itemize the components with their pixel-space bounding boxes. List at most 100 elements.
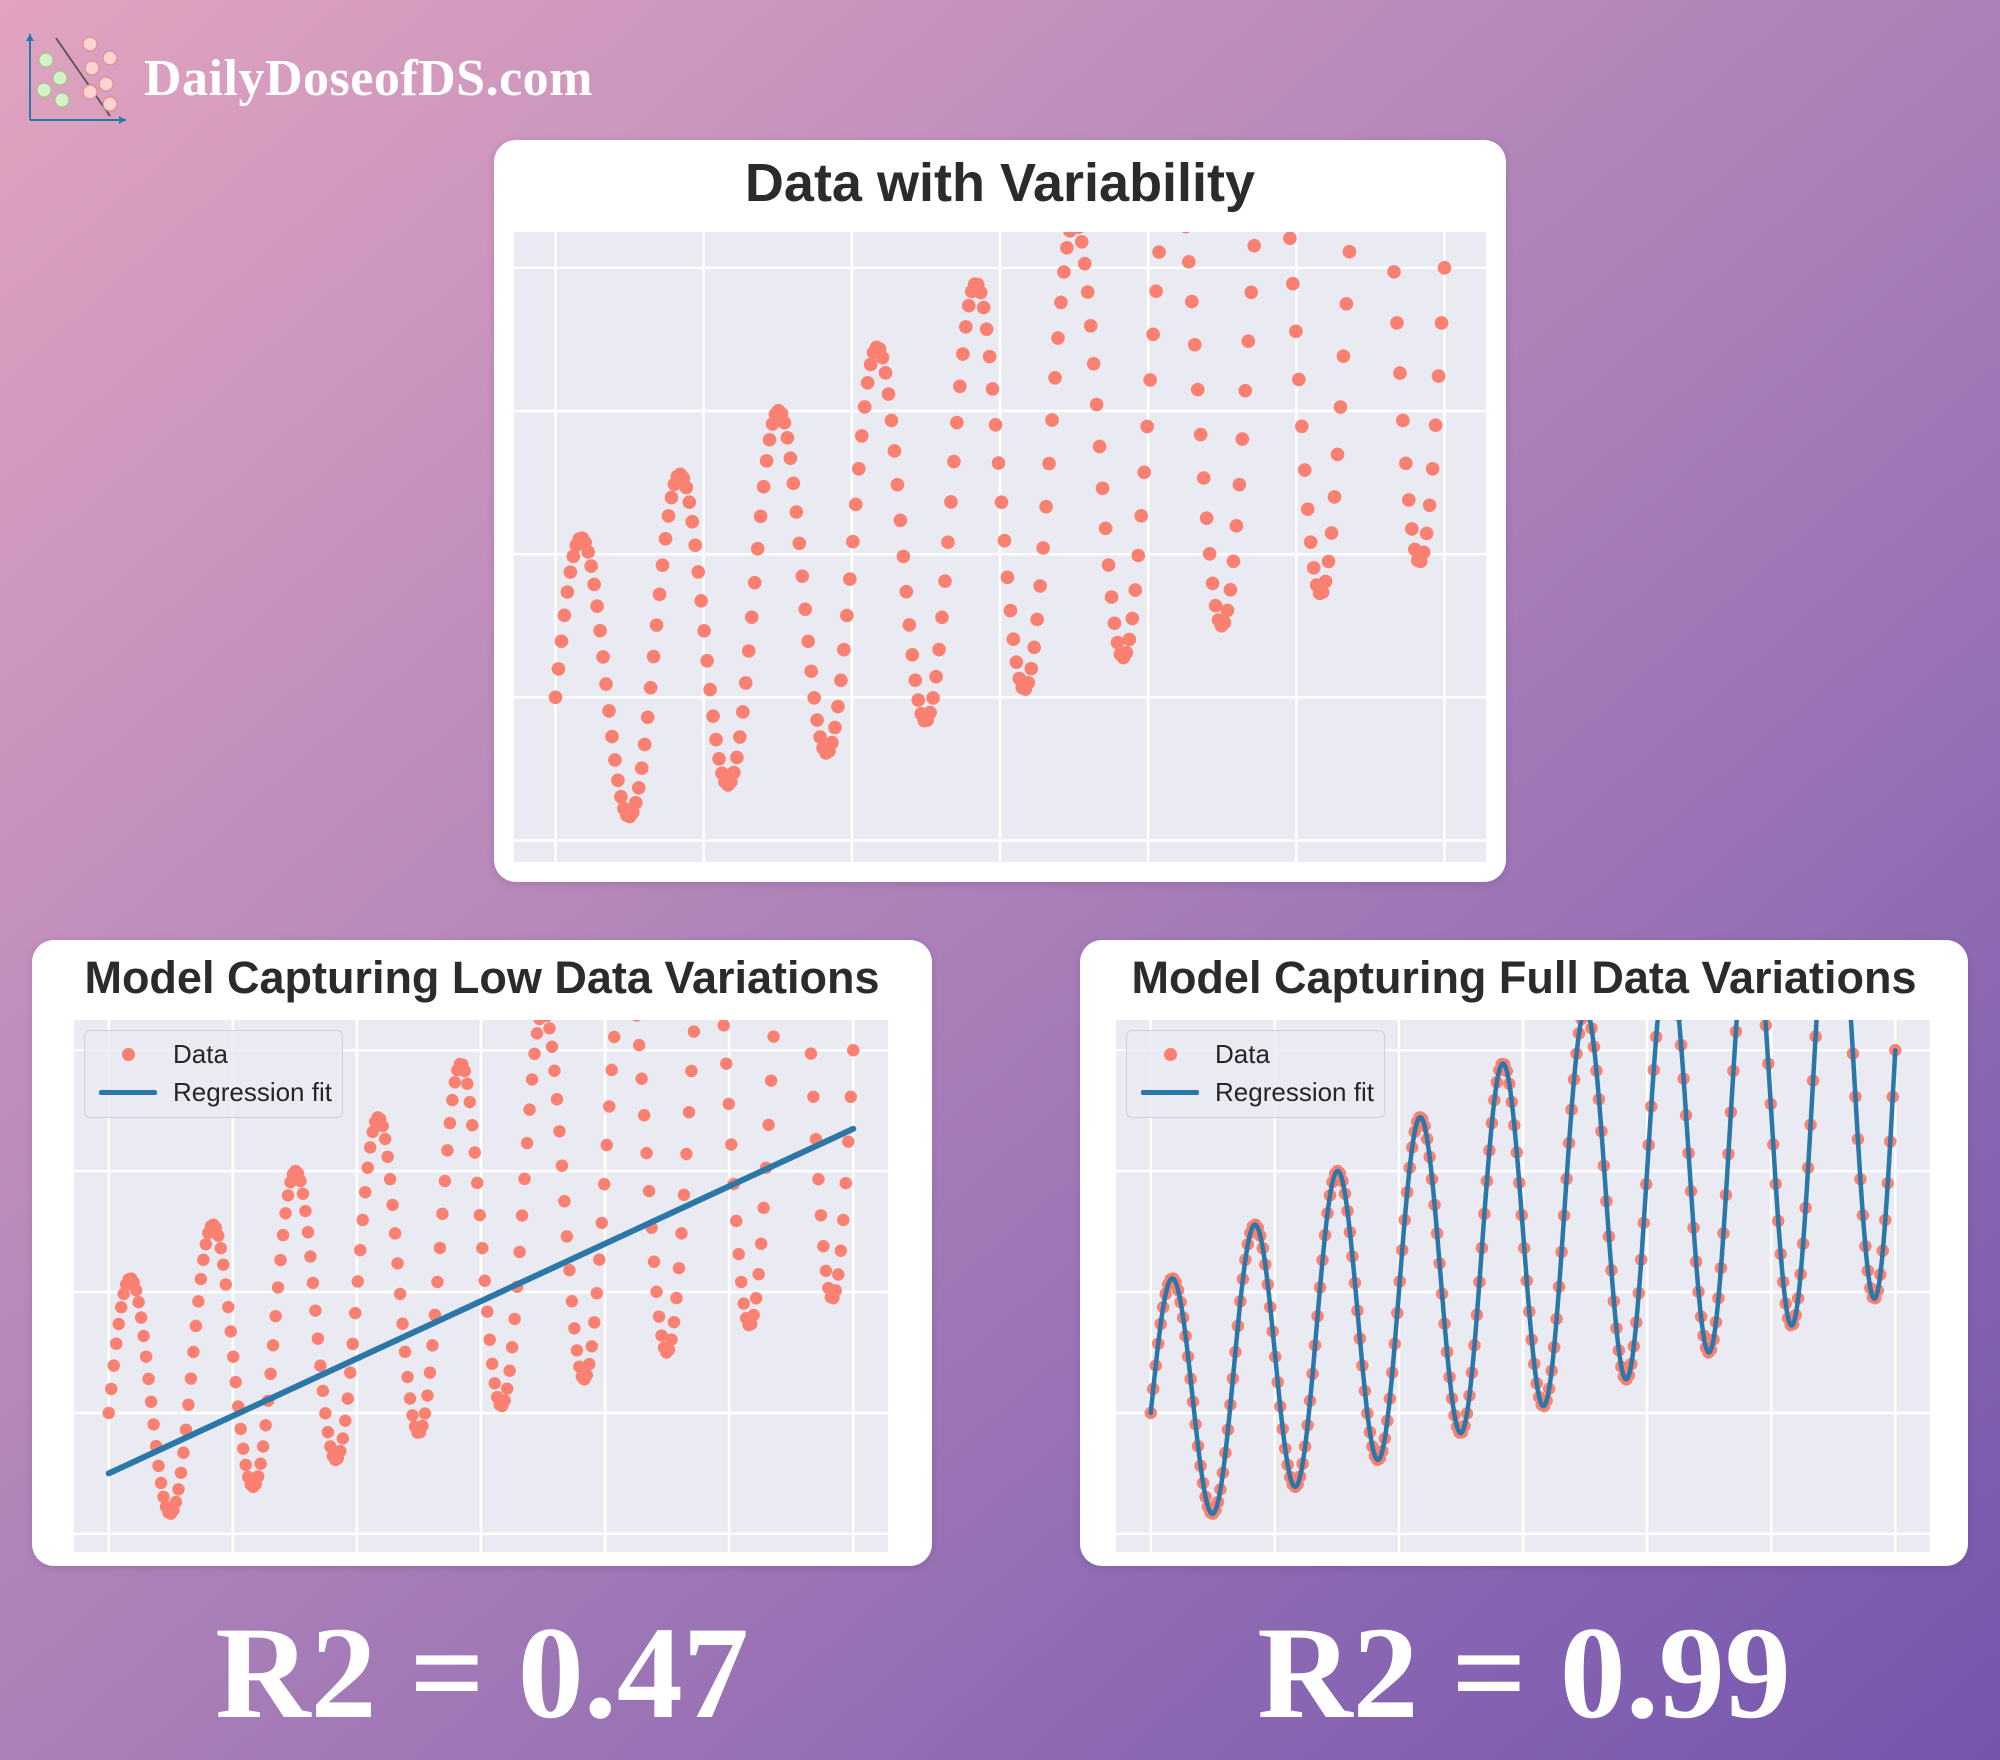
data-point [391, 1257, 404, 1270]
data-point [269, 1309, 282, 1323]
data-point [991, 456, 1006, 470]
data-point [314, 1359, 327, 1372]
data-point [349, 1306, 362, 1320]
data-point [608, 753, 622, 767]
data-point [1238, 383, 1253, 398]
data-point [941, 535, 955, 550]
data-point [896, 549, 911, 564]
data-point [533, 1020, 546, 1026]
data-point [752, 1268, 765, 1281]
data-point [762, 432, 777, 447]
data-point [649, 618, 664, 632]
data-point [431, 1275, 444, 1289]
data-point [834, 1244, 848, 1257]
data-point [222, 1300, 235, 1314]
data-point [700, 653, 714, 668]
data-point [570, 1344, 584, 1357]
data-point [194, 1272, 208, 1286]
data-point [463, 1095, 476, 1109]
data-point [875, 350, 890, 365]
data-point [177, 1446, 190, 1459]
data-point [321, 1425, 335, 1439]
data-point [730, 750, 744, 765]
data-point [640, 1146, 653, 1160]
data-point [1330, 447, 1345, 462]
data-point [1128, 583, 1143, 597]
data-point [908, 673, 923, 687]
full-variation-chart-title: Model Capturing Full Data Variations [1131, 952, 1917, 1003]
data-point [665, 1333, 678, 1346]
regression-fit-line [105, 1125, 857, 1477]
data-point [1286, 276, 1300, 291]
data-point [902, 618, 917, 632]
data-point [172, 1483, 185, 1496]
data-point [911, 693, 926, 707]
data-point [887, 444, 902, 458]
data-point [608, 1030, 621, 1044]
data-point [685, 514, 700, 529]
data-point [144, 1395, 158, 1408]
data-point [1294, 419, 1309, 434]
data-point [1101, 558, 1116, 572]
data-point [551, 662, 566, 676]
data-point [1226, 554, 1241, 569]
data-point [381, 1150, 394, 1164]
data-point [837, 1213, 850, 1227]
data-point [279, 1207, 292, 1220]
data-point [762, 1118, 775, 1132]
data-point [254, 1457, 267, 1470]
data-point [807, 1090, 820, 1103]
data-point [1030, 612, 1044, 627]
data-point [860, 376, 875, 390]
data-point [1095, 481, 1110, 496]
data-point [1137, 465, 1152, 480]
data-point [1045, 413, 1059, 427]
data-point [1217, 615, 1232, 630]
data-point [738, 676, 753, 690]
data-point [1184, 294, 1199, 309]
data-point [798, 602, 813, 617]
data-point [266, 1339, 280, 1352]
data-point [979, 322, 994, 336]
data-point [436, 1207, 449, 1221]
data-point [614, 789, 628, 804]
data-point [1027, 640, 1041, 655]
data-point [478, 1274, 491, 1287]
data-point [585, 1340, 599, 1353]
data-point [398, 1345, 412, 1359]
data-point [1104, 590, 1119, 604]
data-point [142, 1372, 155, 1386]
data-point [134, 1311, 148, 1324]
data-point [443, 1116, 457, 1130]
data-point [234, 1422, 247, 1436]
data-point [884, 413, 899, 428]
data-point [1321, 554, 1336, 569]
data-point [944, 495, 958, 509]
data-point [655, 558, 670, 572]
data-point [1190, 382, 1205, 397]
data-point [573, 1360, 586, 1373]
data-point [814, 1209, 828, 1222]
data-point [152, 1459, 165, 1473]
top-chart-title: Data with Variability [744, 153, 1256, 213]
data-point [650, 1285, 663, 1298]
brand: DailyDoseofDS.com [26, 30, 593, 126]
data-point [655, 1329, 668, 1342]
data-point [807, 691, 821, 705]
data-point [319, 1407, 332, 1420]
legend-label-data: Data [1215, 1038, 1270, 1069]
data-point [1199, 511, 1214, 526]
fit-line-icon [99, 1089, 157, 1095]
data-point [1048, 370, 1062, 385]
data-point [396, 1317, 409, 1330]
data-point [137, 1329, 150, 1343]
top-chart-card: Data with Variability [494, 140, 1506, 882]
data-point [1074, 232, 1084, 234]
data-point [679, 480, 694, 495]
data-point [1021, 675, 1036, 690]
data-point [1229, 519, 1244, 533]
data-point [839, 1176, 852, 1190]
data-point [1318, 574, 1333, 589]
data-point [339, 1414, 352, 1427]
data-point [661, 509, 676, 523]
